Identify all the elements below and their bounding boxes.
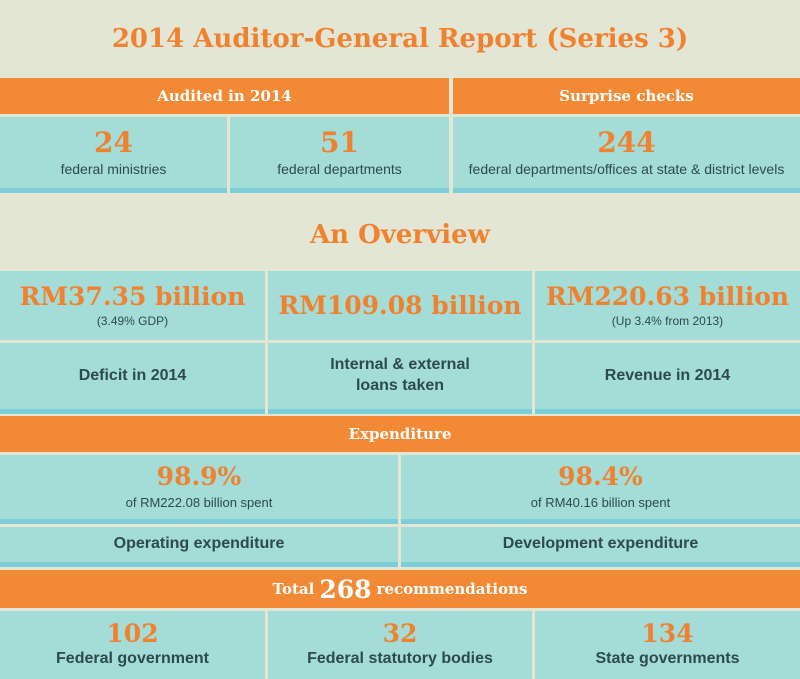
operating-label: Operating expenditure (113, 535, 285, 553)
recommendations-header: Total 268 recommendations (0, 570, 800, 608)
recommendations-total: 268 (319, 574, 372, 604)
recommendations-suffix: recommendations (376, 580, 528, 598)
revenue-label: Revenue in 2014 (604, 366, 731, 384)
rec-federal-label: Federal government (56, 649, 209, 667)
surprise-checks-value: 244 (597, 125, 656, 159)
rec-state-cell: 134 State governments (535, 611, 800, 679)
rec-state-label: State governments (595, 649, 740, 667)
audited-ministries-label: federal ministries (60, 160, 167, 177)
loans-value: RM109.08 billion (278, 291, 522, 320)
revenue-label-cell: Revenue in 2014 (535, 343, 800, 414)
development-label: Development expenditure (502, 535, 699, 553)
rec-federal-cell: 102 Federal government (0, 611, 265, 679)
audited-departments-value: 51 (320, 125, 359, 159)
revenue-value-cell: RM220.63 billion (Up 3.4% from 2013) (535, 271, 800, 340)
deficit-sub: (3.49% GDP) (96, 313, 169, 328)
development-value: 98.4% (558, 462, 643, 491)
overview-title: An Overview (309, 220, 491, 250)
rec-statutory-cell: 32 Federal statutory bodies (268, 611, 532, 679)
operating-label-cell: Operating expenditure (0, 527, 398, 567)
deficit-label: Deficit in 2014 (78, 366, 187, 384)
audited-ministries-value: 24 (94, 125, 133, 159)
loans-label-line2: loans taken (355, 377, 445, 394)
revenue-sub: (Up 3.4% from 2013) (611, 313, 724, 328)
loans-label-cell: Internal & external loans taken (268, 343, 532, 414)
surprise-checks-cell: 244 federal departments/offices at state… (453, 117, 800, 193)
rec-state-value: 134 (641, 618, 694, 648)
operating-value: 98.9% (156, 462, 242, 491)
rec-federal-value: 102 (106, 618, 159, 648)
deficit-label-cell: Deficit in 2014 (0, 343, 265, 414)
development-label-cell: Development expenditure (401, 527, 800, 567)
recommendations-prefix: Total (272, 580, 315, 598)
rec-statutory-value: 32 (382, 618, 418, 648)
development-sub: of RM40.16 billion spent (530, 495, 671, 510)
surprise-checks-header: Surprise checks (453, 78, 800, 114)
audited-departments-cell: 51 federal departments (230, 117, 449, 193)
operating-sub: of RM222.08 billion spent (125, 495, 273, 510)
revenue-value: RM220.63 billion (545, 281, 790, 311)
operating-value-cell: 98.9% of RM222.08 billion spent (0, 455, 398, 524)
deficit-value-cell: RM37.35 billion (3.49% GDP) (0, 271, 265, 340)
loans-label-line1: Internal & external (330, 356, 470, 374)
rec-statutory-label: Federal statutory bodies (307, 649, 493, 667)
development-value-cell: 98.4% of RM40.16 billion spent (401, 455, 800, 524)
surprise-checks-label: federal departments/offices at state & d… (468, 160, 785, 177)
expenditure-header: Expenditure (0, 416, 800, 452)
audited-departments-label: federal departments (277, 160, 402, 177)
audited-ministries-cell: 24 federal ministries (0, 117, 227, 193)
deficit-value: RM37.35 billion (19, 281, 246, 311)
page-title: 2014 Auditor-General Report (Series 3) (111, 24, 689, 54)
loans-value-cell: RM109.08 billion (268, 271, 532, 340)
audited-header: Audited in 2014 (0, 78, 449, 114)
